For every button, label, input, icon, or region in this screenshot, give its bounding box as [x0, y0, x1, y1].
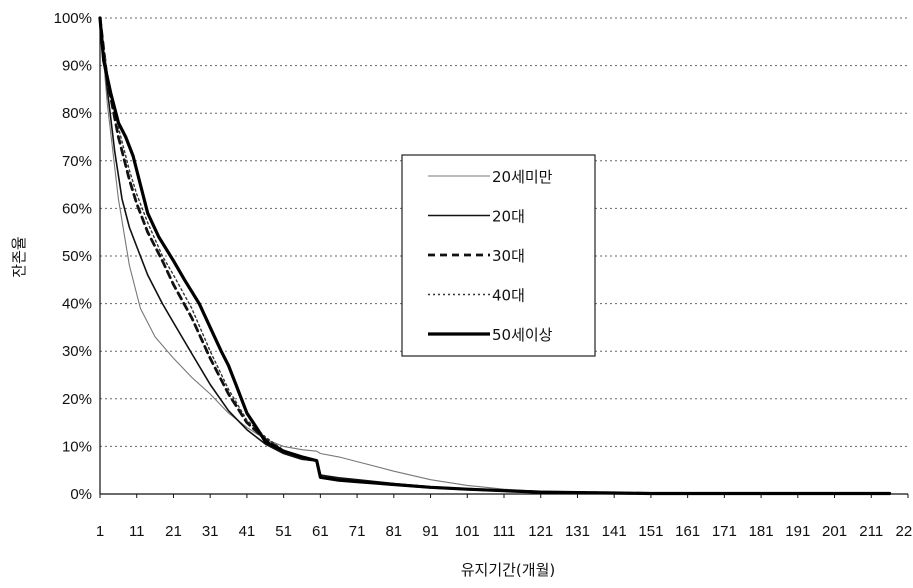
x-tick-label-171: 171 — [712, 523, 737, 540]
x-tick-label-121: 121 — [528, 523, 553, 540]
legend-label-5: 50세이상 — [492, 326, 553, 344]
x-tick-label-61: 61 — [312, 523, 329, 540]
y-tick-label-40: 40% — [62, 296, 92, 313]
x-tick-label-31: 31 — [202, 523, 219, 540]
y-axis-title: 잔존율 — [10, 236, 28, 277]
x-tick-label-51: 51 — [275, 523, 292, 540]
x-tick-label-81: 81 — [385, 523, 402, 540]
legend-label-4: 40대 — [492, 287, 525, 305]
series-line-5 — [98, 16, 892, 496]
y-tick-label-80: 80% — [62, 105, 92, 122]
x-tick-label-111: 111 — [493, 523, 516, 540]
series-lines — [98, 16, 892, 496]
x-tick-label-1: 1 — [96, 523, 104, 540]
x-tick-label-201: 201 — [822, 523, 847, 540]
y-tick-label-100: 100% — [54, 10, 92, 27]
y-tick-label-20: 20% — [62, 391, 92, 408]
x-tick-label-141: 141 — [602, 523, 627, 540]
x-tick-label-181: 181 — [749, 523, 774, 540]
x-tick-label-21: 21 — [165, 523, 182, 540]
legend-label-2: 20대 — [492, 208, 525, 226]
y-tick-label-0: 0% — [70, 486, 92, 503]
y-tick-label-70: 70% — [62, 153, 92, 170]
x-tick-label-131: 131 — [565, 523, 590, 540]
legend: 20세미만 20대 30대 40대 50세이상 — [401, 154, 596, 357]
x-tick-label-211: 211 — [859, 523, 883, 540]
y-tick-labels: 0% 10% 20% 30% 40% 50% 60% 70% 80% 90% 100% — [54, 10, 92, 503]
legend-label-3: 30대 — [492, 247, 525, 265]
x-tick-label-151: 151 — [638, 523, 663, 540]
x-tick-label-221: 221 — [895, 523, 913, 540]
x-tick-label-161: 161 — [675, 523, 700, 540]
y-tick-label-50: 50% — [62, 248, 92, 265]
y-tick-label-60: 60% — [62, 200, 92, 217]
y-tick-label-10: 10% — [62, 438, 92, 455]
legend-label-1: 20세미만 — [492, 168, 553, 186]
y-tick-label-30: 30% — [62, 343, 92, 360]
x-tick-label-71: 71 — [349, 523, 366, 540]
y-tick-label-90: 90% — [62, 58, 92, 75]
x-tick-label-91: 91 — [422, 523, 439, 540]
x-tick-label-11: 11 — [129, 523, 145, 540]
x-tick-label-191: 191 — [785, 523, 810, 540]
x-tick-label-101: 101 — [455, 523, 480, 540]
x-tick-label-41: 41 — [239, 523, 256, 540]
x-tick-labels: 1 11 21 31 41 51 61 71 81 91 101 111 121 131 141 151 161… — [96, 494, 913, 540]
x-axis-title: 유지기간(개월) — [461, 561, 556, 579]
